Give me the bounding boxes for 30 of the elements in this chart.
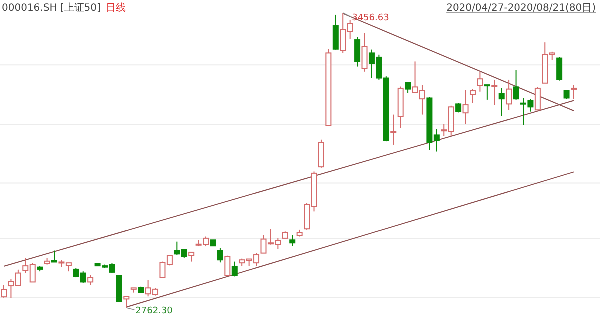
- candlestick: [124, 296, 130, 308]
- candlestick: [390, 114, 397, 146]
- candlestick: [513, 70, 520, 100]
- candlestick: [492, 79, 498, 106]
- candlestick: [571, 84, 577, 100]
- candlestick: [405, 82, 412, 94]
- candlestick: [354, 36, 361, 68]
- candlestick: [498, 88, 505, 118]
- candlestick: [362, 32, 368, 72]
- candlestick: [290, 234, 296, 247]
- chart-subtitle: 日线: [106, 2, 126, 14]
- candlestick: [52, 250, 58, 263]
- candlestick: [506, 79, 512, 111]
- annotation: 2020/04/27-2020/08/21(80日): [446, 3, 596, 14]
- candlestick: [332, 14, 339, 50]
- candlestick: [470, 88, 476, 104]
- annotation: 2762.30: [136, 306, 174, 316]
- candlestick: [534, 86, 541, 112]
- candlestick: [484, 84, 490, 100]
- candlestick: [88, 274, 94, 286]
- chart-title: 000016.SH [上证50]: [2, 2, 102, 14]
- candlestick: [477, 71, 484, 92]
- annotation: 3456.63: [352, 14, 390, 24]
- candlestick: [1, 284, 7, 298]
- candlestick: [224, 255, 231, 276]
- candlestick: [232, 261, 238, 278]
- candlestick: [188, 252, 195, 262]
- candlestick: [217, 248, 224, 264]
- candlestick: [556, 56, 563, 82]
- candlestick: [462, 90, 469, 125]
